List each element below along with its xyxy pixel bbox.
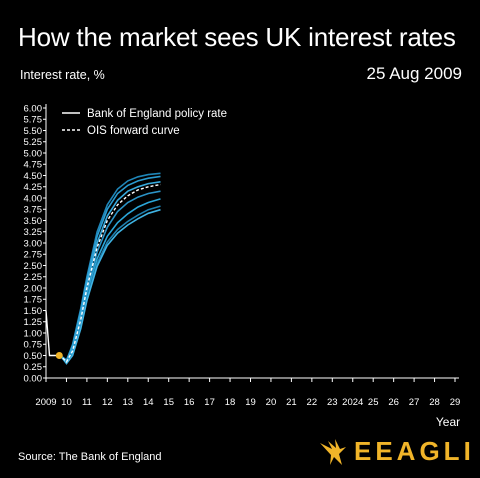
- x-tick-label: 15: [163, 397, 174, 408]
- eagle-icon: [320, 438, 346, 465]
- y-tick-label: 3.50: [24, 216, 43, 227]
- legend-label-ois: OIS forward curve: [87, 125, 180, 137]
- ois-forward-curve-line: [58, 183, 161, 363]
- x-tick-label: 11: [82, 397, 92, 408]
- y-tick-label: 4.25: [24, 182, 43, 193]
- y-tick-label: 3.25: [24, 227, 43, 238]
- current-rate-marker: [55, 352, 63, 359]
- x-tick-label: 21: [286, 397, 297, 408]
- x-tick-label: 2009: [35, 397, 56, 408]
- y-tick-label: 3.75: [24, 205, 43, 216]
- policy-rate-line: [45, 310, 60, 357]
- y-tick-label: 1.75: [24, 295, 43, 306]
- forward-curve-line: [59, 181, 161, 363]
- x-tick-label: 16: [184, 397, 195, 408]
- y-tick-label: 1.25: [24, 317, 43, 328]
- y-tick-label: 2.00: [24, 283, 43, 294]
- x-tick-label: 29: [450, 397, 461, 408]
- x-tick-label: 20: [266, 397, 277, 408]
- forward-curve-line: [59, 175, 161, 362]
- y-tick-label: 2.50: [24, 261, 43, 272]
- x-tick-label: 18: [225, 397, 236, 408]
- y-tick-label: 2.25: [24, 272, 43, 283]
- forward-curve-line: [59, 208, 161, 365]
- y-tick-label: 2.75: [24, 250, 43, 261]
- x-tick-label: 14: [143, 397, 154, 408]
- x-tick-label: 22: [307, 397, 318, 408]
- y-tick-label: 0.75: [24, 340, 43, 351]
- y-tick-label: 4.50: [24, 171, 43, 182]
- x-tick-label: 26: [388, 397, 399, 408]
- x-tick-label: 25: [368, 397, 379, 408]
- x-tick-label: 2024: [342, 397, 363, 408]
- x-tick-label: 10: [61, 397, 72, 408]
- y-tick-label: 4.75: [24, 160, 43, 171]
- y-axis-label: Interest rate, %: [20, 68, 105, 82]
- legend-label-policy-rate: Bank of England policy rate: [87, 108, 227, 120]
- logo-text: EEAGLI: [354, 436, 475, 466]
- y-tick-label: 5.75: [24, 115, 43, 126]
- x-tick-label: 19: [245, 397, 256, 408]
- y-tick-label: 4.00: [24, 193, 43, 204]
- x-tick-label: 28: [429, 397, 440, 408]
- y-tick-label: 5.25: [24, 137, 43, 148]
- y-tick-label: 0.00: [24, 373, 43, 384]
- y-tick-label: 0.25: [24, 362, 43, 373]
- y-tick-label: 5.50: [24, 126, 43, 137]
- source-note: Source: The Bank of England: [18, 451, 162, 463]
- x-tick-label: 23: [327, 397, 338, 408]
- x-tick-label: 13: [123, 397, 134, 408]
- y-tick-label: 0.50: [24, 351, 43, 362]
- x-tick-label: 17: [204, 397, 215, 408]
- y-tick-label: 1.00: [24, 328, 43, 339]
- y-tick-label: 1.50: [24, 306, 43, 317]
- chart-title: How the market sees UK interest rates: [18, 22, 456, 52]
- y-tick-label: 6.00: [24, 103, 43, 114]
- legend: Bank of England policy rate OIS forward …: [62, 108, 227, 137]
- y-tick-label: 3.00: [24, 238, 43, 249]
- x-tick-label: 12: [102, 397, 113, 408]
- x-tick-label: 27: [409, 397, 420, 408]
- chart-date: 25 Aug 2009: [366, 64, 462, 83]
- y-tick-label: 5.00: [24, 148, 43, 159]
- x-axis-label: Year: [436, 415, 460, 429]
- brand-logo: EEAGLI: [318, 436, 475, 467]
